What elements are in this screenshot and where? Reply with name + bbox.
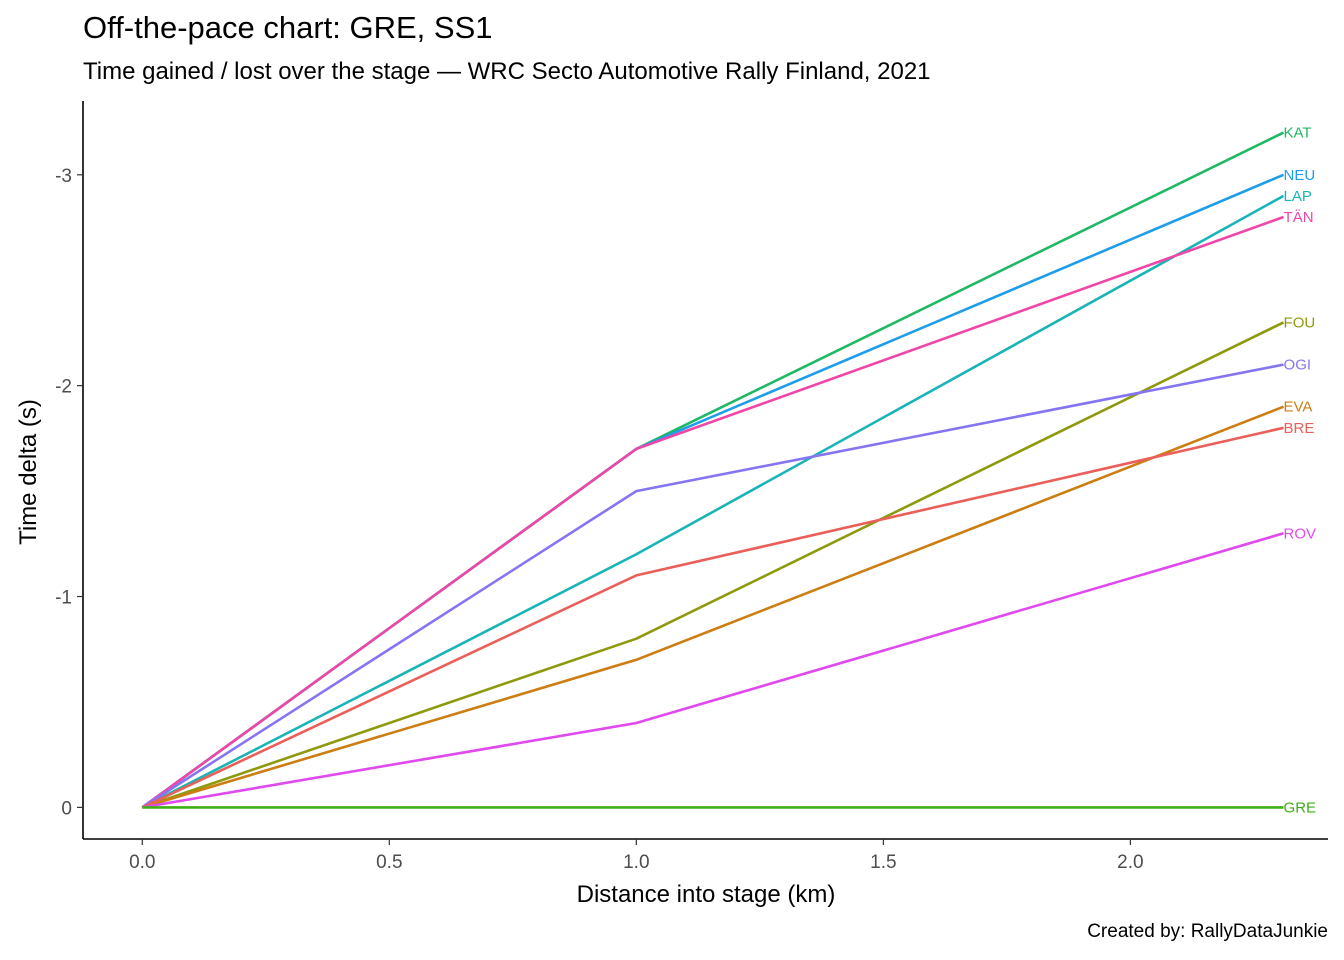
y-tick-label: -2	[55, 377, 72, 398]
series-end-label: FOU	[1284, 314, 1316, 331]
y-tick-label: -3	[55, 166, 72, 187]
series-line-ogi	[141, 363, 1284, 809]
series-end-label: KAT	[1284, 125, 1312, 142]
y-tick-label: 0	[61, 798, 72, 819]
x-tick-label: 1.5	[870, 852, 896, 873]
x-axis-title: Distance into stage (km)	[577, 881, 836, 908]
x-tick-label: 0.5	[376, 852, 402, 873]
series-line-neu	[141, 173, 1285, 809]
x-tick-label: 1.0	[623, 852, 649, 873]
series-end-label: GRE	[1284, 799, 1317, 816]
y-axis-ticks: 0 -1 -2 -3	[55, 166, 83, 819]
series-end-label: ROV	[1284, 525, 1317, 542]
series-line-fou	[141, 321, 1285, 809]
series-end-label: TÄN	[1284, 209, 1314, 226]
series-end-label: OGI	[1284, 357, 1312, 374]
series-end-label: BRE	[1284, 420, 1315, 437]
series-line-lap	[141, 194, 1285, 809]
series-end-label: EVA	[1284, 399, 1313, 416]
chart-caption: Created by: RallyDataJunkie	[1087, 921, 1328, 942]
x-tick-label: 0.0	[129, 852, 155, 873]
end-label-layer: KAT NEU LAP TÄN FOU OGI EVA BRE ROV GRE	[1284, 125, 1317, 817]
x-axis-ticks: 0.0 0.5 1.0 1.5 2.0	[129, 839, 1144, 873]
series-line-bre	[141, 426, 1284, 809]
series-layer	[141, 131, 1285, 809]
x-tick-label: 2.0	[1117, 852, 1143, 873]
series-line-kat	[141, 131, 1285, 809]
series-line-tän	[141, 215, 1284, 809]
series-end-label: NEU	[1284, 167, 1316, 184]
y-tick-label: -1	[55, 588, 72, 609]
chart-title: Off-the-pace chart: GRE, SS1	[83, 10, 493, 45]
y-axis-title: Time delta (s)	[15, 399, 42, 545]
chart-subtitle: Time gained / lost over the stage — WRC …	[83, 58, 931, 85]
series-line-eva	[141, 405, 1284, 809]
series-line-rov	[142, 532, 1284, 809]
series-end-label: LAP	[1284, 188, 1312, 205]
